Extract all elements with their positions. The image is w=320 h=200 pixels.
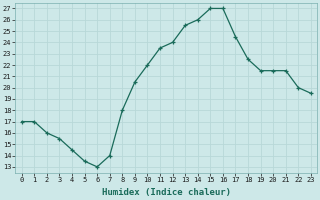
X-axis label: Humidex (Indice chaleur): Humidex (Indice chaleur): [102, 188, 231, 197]
